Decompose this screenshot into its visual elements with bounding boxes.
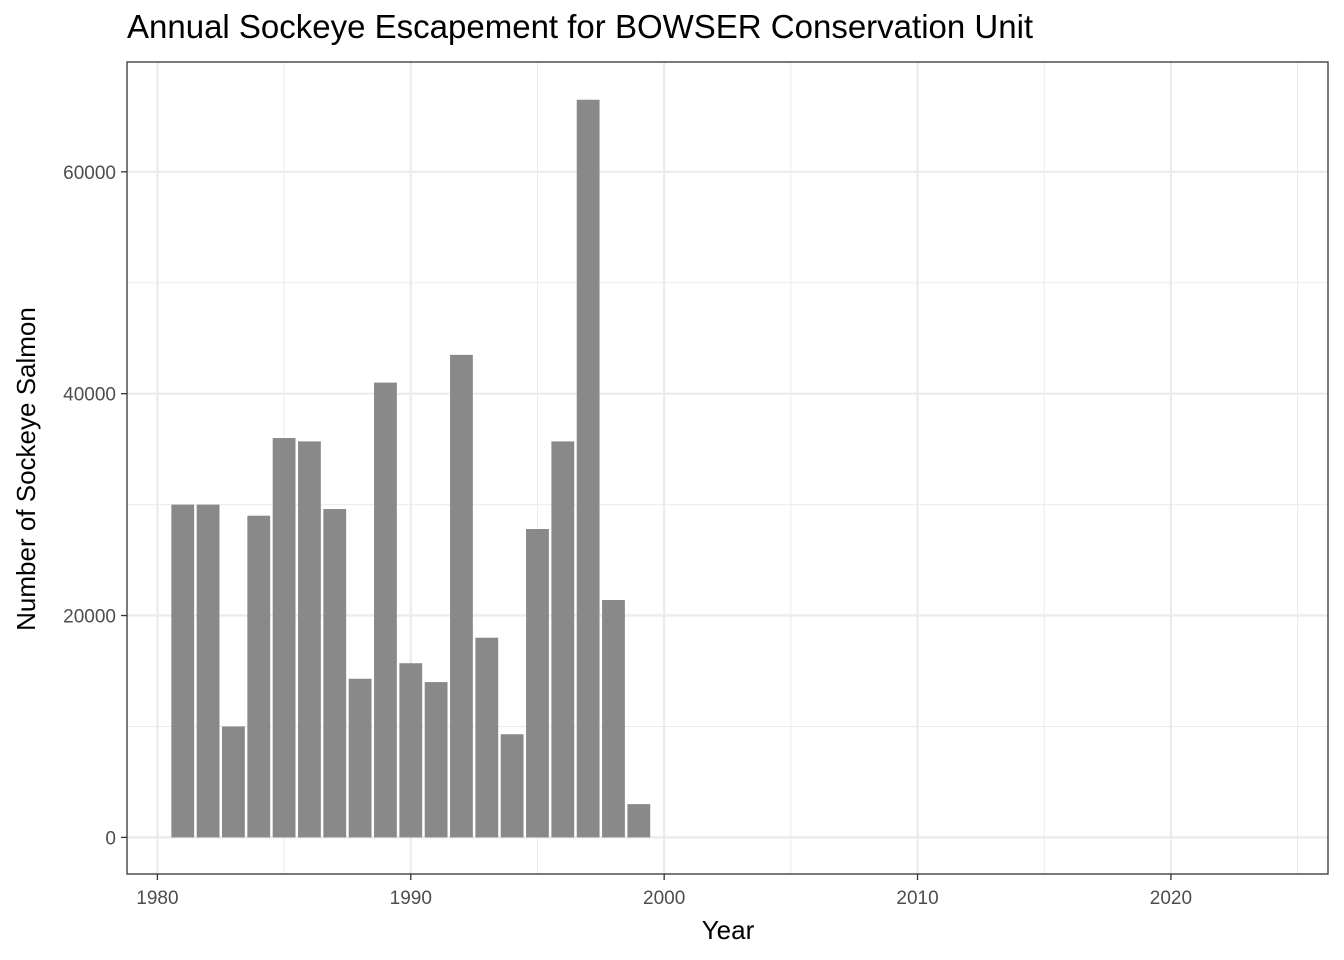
- bar-1983: [222, 726, 245, 838]
- bar-1988: [348, 678, 372, 838]
- chart-title: Annual Sockeye Escapement for BOWSER Con…: [127, 8, 1034, 45]
- axes: 1980 1990 2000 2010 2020 0 20000 40000 60000: [63, 163, 1192, 909]
- bar-1990: [399, 663, 423, 838]
- bar-1997: [576, 99, 600, 838]
- y-axis-title: Number of Sockeye Salmon: [11, 307, 41, 631]
- bar-1987: [323, 509, 347, 838]
- x-tick-label: 2000: [643, 888, 685, 909]
- bar-1998: [602, 600, 625, 838]
- y-tick-label: 40000: [63, 385, 116, 406]
- bar-1992: [450, 354, 473, 838]
- x-tick-label: 1990: [390, 888, 432, 909]
- bars: [171, 99, 651, 838]
- bar-1984: [247, 515, 271, 838]
- x-axis-title: Year: [702, 915, 755, 945]
- x-tick-label: 1980: [136, 888, 178, 909]
- bar-1985: [272, 438, 296, 838]
- bar-1999: [627, 804, 651, 838]
- bar-1981: [171, 504, 195, 838]
- bar-1996: [551, 441, 575, 838]
- bar-1989: [374, 382, 397, 838]
- y-tick-label: 0: [105, 828, 116, 849]
- bar-1982: [196, 504, 220, 838]
- grid-lines: [127, 62, 1328, 874]
- bar-1994: [500, 734, 524, 838]
- panel-border: [126, 61, 1329, 875]
- y-tick-label: 20000: [63, 607, 116, 628]
- bar-1986: [298, 441, 321, 838]
- bar-1993: [475, 637, 499, 838]
- x-tick-label: 2010: [896, 888, 938, 909]
- bar-1995: [526, 529, 549, 838]
- bar-1991: [424, 682, 448, 838]
- x-tick-label: 2020: [1150, 888, 1192, 909]
- y-tick-label: 60000: [63, 163, 116, 184]
